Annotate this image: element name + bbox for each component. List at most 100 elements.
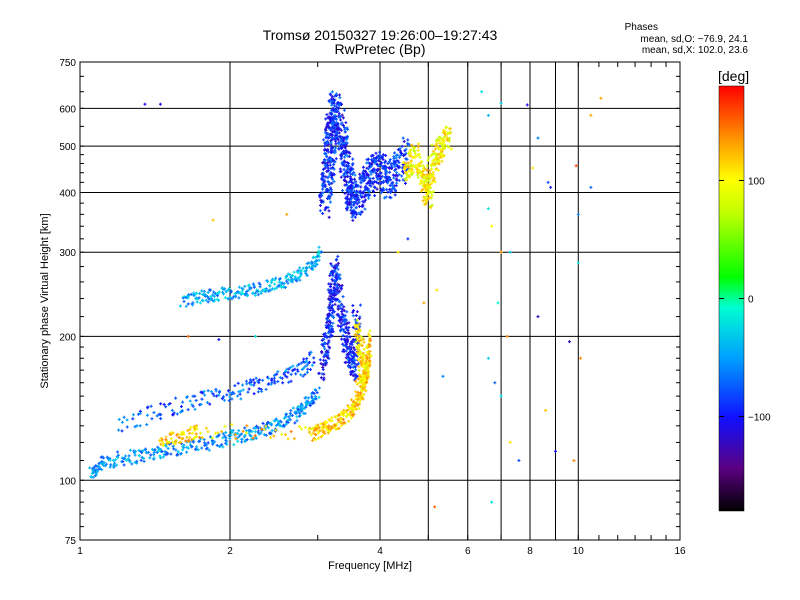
data-point (182, 295, 186, 299)
data-point (341, 412, 345, 416)
data-point (361, 195, 365, 199)
data-point (276, 423, 280, 427)
data-point (349, 206, 353, 210)
data-point (149, 453, 153, 457)
data-point (251, 378, 255, 382)
data-point (325, 335, 329, 339)
data-point (337, 283, 341, 287)
data-point (367, 332, 371, 336)
data-point (344, 153, 348, 157)
data-point (184, 304, 188, 308)
data-point (174, 441, 178, 445)
data-point (254, 376, 258, 380)
data-point (321, 181, 325, 185)
data-point (326, 331, 330, 335)
data-point (348, 342, 352, 346)
data-point (321, 343, 325, 347)
data-point (320, 199, 324, 203)
data-point (307, 396, 311, 400)
data-point (340, 137, 344, 141)
data-point (354, 200, 358, 204)
data-point (289, 409, 293, 413)
data-point (329, 157, 333, 161)
data-point (209, 390, 213, 394)
data-point (334, 264, 338, 268)
data-point (428, 184, 432, 188)
data-point (366, 173, 370, 177)
data-point (349, 354, 353, 358)
data-point (425, 195, 429, 199)
data-point (343, 155, 347, 159)
data-point (376, 177, 380, 181)
data-point (371, 176, 375, 180)
data-point (345, 126, 349, 130)
data-point (145, 451, 149, 455)
data-point (261, 421, 265, 425)
data-point (323, 335, 327, 339)
data-point (368, 183, 372, 187)
data-point (356, 374, 360, 378)
data-point (346, 164, 350, 168)
data-point (331, 177, 335, 181)
data-point (403, 178, 407, 182)
data-point (88, 466, 92, 470)
grid-lines (80, 62, 680, 540)
data-point (342, 421, 346, 425)
x-tick-label: 10 (573, 546, 585, 557)
data-point (328, 200, 332, 204)
data-point (284, 422, 288, 426)
data-point (445, 125, 449, 129)
data-point (423, 196, 427, 200)
data-point (378, 175, 382, 179)
data-point (329, 141, 333, 145)
data-point (245, 382, 249, 386)
data-point (363, 198, 367, 202)
data-point (348, 366, 352, 370)
data-point (342, 152, 346, 156)
data-point (330, 173, 334, 177)
data-point (236, 394, 240, 398)
data-point (334, 157, 338, 161)
data-point (328, 298, 332, 302)
data-point (383, 167, 387, 171)
data-point (429, 191, 433, 195)
data-point (286, 272, 290, 276)
data-point (206, 290, 210, 294)
data-point (272, 376, 276, 380)
data-point (358, 189, 362, 193)
data-point (439, 155, 443, 159)
data-point (493, 381, 497, 385)
data-point (234, 437, 238, 441)
data-point (364, 389, 368, 393)
data-point (295, 419, 299, 423)
data-point (317, 386, 321, 390)
data-point (342, 305, 346, 309)
data-point (293, 276, 297, 280)
data-point (388, 187, 392, 191)
data-point (346, 154, 350, 158)
data-point (160, 450, 164, 454)
data-point (359, 180, 363, 184)
data-point (337, 106, 341, 110)
data-point (171, 431, 175, 435)
data-point (343, 164, 347, 168)
data-point (341, 116, 345, 120)
data-point (156, 445, 160, 449)
data-point (326, 161, 330, 165)
data-point (432, 158, 436, 162)
data-point (334, 92, 338, 96)
data-point (406, 165, 410, 169)
data-point (354, 368, 358, 372)
data-point (241, 383, 245, 387)
data-point (311, 439, 315, 443)
data-point (256, 390, 260, 394)
data-point (100, 468, 104, 472)
data-point (499, 250, 503, 254)
data-point (291, 406, 295, 410)
data-point (135, 424, 139, 428)
data-point (421, 180, 425, 184)
axis-labels: 1 2 4 6 8 10 16 75 100 200 300 400 500 600 750 Frequenc… (39, 58, 686, 572)
data-point (392, 186, 396, 190)
data-point (378, 171, 382, 175)
data-point (329, 282, 333, 286)
